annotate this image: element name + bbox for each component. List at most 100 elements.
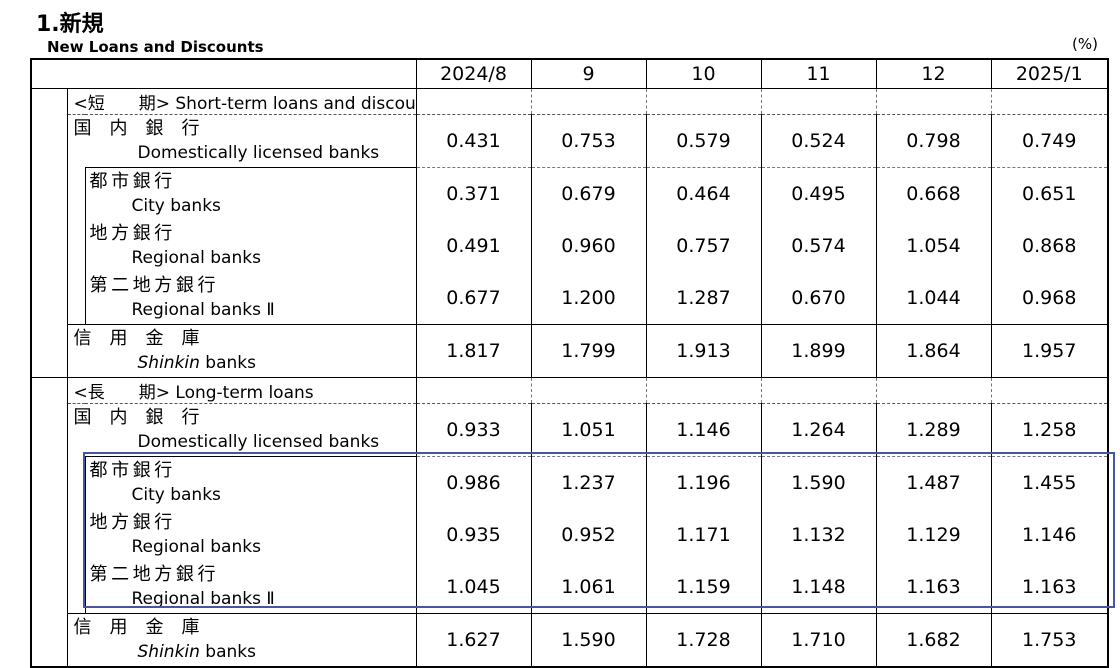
value-cell: 1.237 (530, 456, 646, 509)
value-cell: 1.264 (760, 403, 876, 457)
value-cell: 1.054 (875, 220, 991, 272)
value-cell: 1.044 (875, 272, 991, 325)
row-label-en: Shinkin banks (74, 640, 416, 664)
value-cell: 0.753 (530, 114, 646, 168)
page-subtitle: New Loans and Discounts (47, 38, 264, 56)
row-label-jp: 信 用 金 庫 (73, 328, 200, 349)
value-cell: 0.798 (875, 114, 991, 168)
row-label-en: Domestically licensed banks (137, 432, 380, 452)
column-header: 9 (530, 59, 646, 89)
row-label: 都市銀行 City banks (85, 167, 417, 220)
value-cell: 1.590 (530, 613, 646, 667)
column-header: 12 (875, 59, 991, 89)
section-gutter (31, 377, 68, 668)
table-row: 国 内 銀 行 Domestically licensed banks 0.933 1… (31, 403, 1108, 457)
value-cell: 1.817 (415, 324, 531, 378)
row-label-en: Regional banks Ⅱ (131, 300, 275, 320)
value-cell: 1.146 (645, 403, 761, 457)
row-label: 信 用 金 庫 Shinkin banks (67, 324, 417, 378)
row-label-en: Domestically licensed banks (137, 143, 380, 163)
row-label-en: Shinkin banks (74, 351, 416, 375)
row-label-jp: 第二地方銀行 (89, 275, 220, 296)
value-cell: 1.163 (875, 561, 991, 614)
section-empty-cell (875, 88, 991, 115)
table-body: 2024/8 9 10 11 12 2025/1 <短 期> Short-ter… (31, 59, 1108, 668)
row-label-jp: 地方銀行 (89, 223, 176, 244)
section-header-row: <長 期> Long-term loans (31, 377, 1108, 668)
value-cell: 0.651 (990, 167, 1108, 220)
row-label: 地方銀行 Regional banks (85, 509, 417, 561)
row-label: 第二地方銀行 Regional banks Ⅱ (85, 561, 417, 614)
row-label-en: Regional banks (131, 537, 261, 557)
value-cell: 1.289 (875, 403, 991, 457)
value-cell: 1.061 (530, 561, 646, 614)
value-cell: 1.287 (645, 272, 761, 325)
value-cell: 0.670 (760, 272, 876, 325)
indent-spacer (67, 167, 86, 220)
value-cell: 1.753 (990, 613, 1108, 667)
page-title: 1.新規 (36, 12, 104, 37)
row-label-en: City banks (131, 485, 221, 505)
value-cell: 1.627 (415, 613, 531, 667)
section-title: <長 期> Long-term loans (67, 377, 417, 404)
section-empty-cell (415, 88, 531, 115)
value-cell: 0.749 (990, 114, 1108, 168)
row-label-en: City banks (131, 196, 221, 216)
column-header: 11 (760, 59, 876, 89)
value-cell: 1.899 (760, 324, 876, 378)
value-cell: 0.757 (645, 220, 761, 272)
value-cell: 1.487 (875, 456, 991, 509)
value-cell: 1.728 (645, 613, 761, 667)
row-label-jp: 地方銀行 (89, 512, 176, 533)
indent-spacer (67, 220, 86, 272)
row-label: 信 用 金 庫 Shinkin banks (67, 613, 417, 667)
row-label-en-rest: banks (199, 642, 256, 662)
row-label: 地方銀行 Regional banks (85, 220, 417, 272)
row-label: 国 内 銀 行 Domestically licensed banks (67, 114, 417, 168)
row-label-en: Regional banks (131, 248, 261, 268)
value-cell: 1.682 (875, 613, 991, 667)
value-cell: 1.129 (875, 509, 991, 561)
value-cell: 0.986 (415, 456, 531, 509)
row-label-jp: 第二地方銀行 (89, 564, 220, 585)
value-cell: 1.455 (990, 456, 1108, 509)
value-cell: 0.933 (415, 403, 531, 457)
value-cell: 1.590 (760, 456, 876, 509)
section-title: <短 期> Short-term loans and discounts (67, 88, 417, 115)
row-label-jp: 国 内 銀 行 (73, 407, 200, 428)
value-cell: 1.146 (990, 509, 1108, 561)
section-gutter (31, 88, 68, 378)
unit-label: (%) (1072, 35, 1098, 53)
value-cell: 0.668 (875, 167, 991, 220)
value-cell: 0.868 (990, 220, 1108, 272)
table-row: 都市銀行 City banks 0.371 0.679 0.464 0.495 0.668 0… (31, 167, 1108, 220)
value-cell: 1.957 (990, 324, 1108, 378)
value-cell: 0.679 (530, 167, 646, 220)
table-row: 地方銀行 Regional banks 0.935 0.952 1.171 1.132 1.… (31, 509, 1108, 561)
value-cell: 0.491 (415, 220, 531, 272)
value-cell: 0.524 (760, 114, 876, 168)
section-empty-cell (530, 88, 646, 115)
indent-spacer (67, 272, 86, 325)
value-cell: 1.159 (645, 561, 761, 614)
table-row: 第二地方銀行 Regional banks Ⅱ 0.677 1.200 1.287 0.6… (31, 272, 1108, 325)
row-label: 都市銀行 City banks (85, 456, 417, 509)
section-empty-cell (760, 88, 876, 115)
table-row: 都市銀行 City banks 0.986 1.237 1.196 1.590 1.487 1… (31, 456, 1108, 509)
row-label-en-italic: Shinkin (137, 353, 200, 373)
indent-spacer (67, 509, 86, 561)
value-cell: 1.258 (990, 403, 1108, 457)
value-cell: 0.968 (990, 272, 1108, 325)
row-label: 第二地方銀行 Regional banks Ⅱ (85, 272, 417, 325)
indent-spacer (67, 456, 86, 509)
value-cell: 1.163 (990, 561, 1108, 614)
table-row: 地方銀行 Regional banks 0.491 0.960 0.757 0.574 1.… (31, 220, 1108, 272)
value-cell: 1.864 (875, 324, 991, 378)
section-empty-cell (645, 88, 761, 115)
row-label-jp: 信 用 金 庫 (73, 617, 200, 638)
section-empty-cell (875, 377, 991, 404)
column-header: 10 (645, 59, 761, 89)
value-cell: 0.431 (415, 114, 531, 168)
value-cell: 0.579 (645, 114, 761, 168)
section-empty-cell (760, 377, 876, 404)
